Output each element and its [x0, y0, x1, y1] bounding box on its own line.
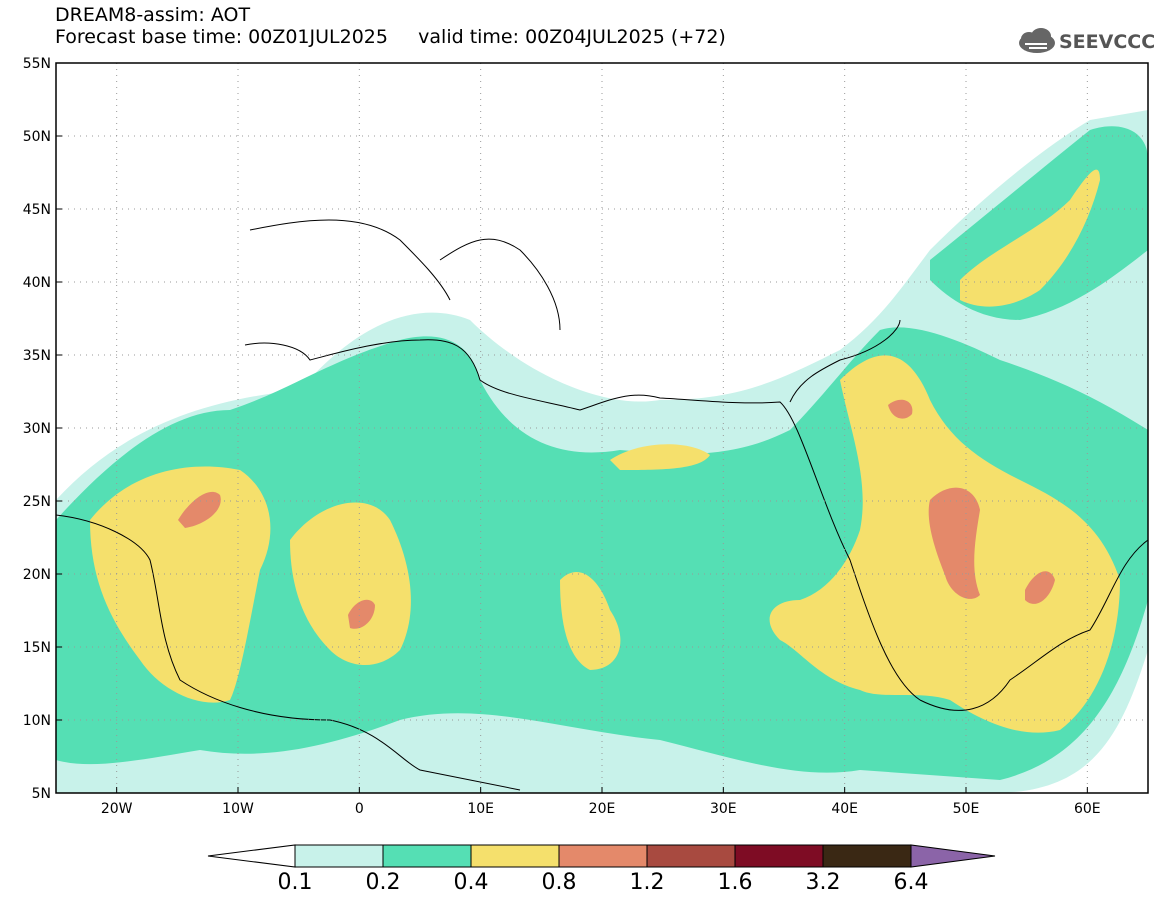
longitude-label: 20W — [101, 801, 133, 817]
colorbar-label: 1.2 — [630, 870, 665, 895]
latitude-label: 50N — [23, 129, 51, 145]
colorbar-label: 3.2 — [806, 870, 841, 895]
forecast-time-line: Forecast base time: 00Z01JUL2025 valid t… — [55, 26, 726, 48]
colorbar-label: 1.6 — [718, 870, 753, 895]
colorbar-swatch — [822, 844, 912, 868]
colorbar-label: 0.1 — [278, 870, 313, 895]
aot-region-high-caspian — [960, 169, 1100, 307]
colorbar-label: 0.4 — [454, 870, 489, 895]
latitude-label: 5N — [32, 786, 51, 802]
latitude-label: 30N — [23, 421, 51, 437]
latitude-labels: 55N 50N 45N 40N 35N 30N 25N 20N 15N 10N 5N — [23, 56, 62, 802]
map-title: DREAM8-assim: AOT — [55, 4, 251, 26]
colorbar-label: 0.2 — [366, 870, 401, 895]
colorbar-swatch — [382, 844, 472, 868]
colorbar-upper-triangle — [910, 844, 996, 868]
aot-region-very-high-mali — [348, 599, 375, 629]
longitude-label: 30E — [710, 801, 737, 817]
aot-region-high-chad — [560, 571, 621, 670]
aot-region-very-high-mauritania — [178, 491, 221, 528]
latitude-label: 20N — [23, 567, 51, 583]
colorbar-lower-triangle — [207, 844, 296, 868]
coastlines — [56, 219, 1148, 791]
longitude-label: 60E — [1074, 801, 1101, 817]
aot-region-very-high-oman — [1025, 571, 1055, 604]
colorbar-swatch — [558, 844, 648, 868]
colorbar-label: 0.8 — [542, 870, 577, 895]
aot-region-very-high-arabia — [928, 487, 980, 599]
latitude-label: 10N — [23, 713, 51, 729]
colorbar-swatch — [734, 844, 824, 868]
seevccc-logo-text: SEEVCCC — [1059, 31, 1155, 53]
longitude-label: 20E — [589, 801, 616, 817]
colorbar-swatch — [470, 844, 560, 868]
longitude-label: 40E — [831, 801, 858, 817]
latitude-label: 45N — [23, 202, 51, 218]
colorbar-label: 6.4 — [894, 870, 929, 895]
latitude-label: 15N — [23, 640, 51, 656]
longitude-label: 10E — [467, 801, 494, 817]
graticule — [56, 63, 1148, 793]
aot-region-high-west — [90, 466, 271, 703]
seevccc-logo: SEEVCCC — [1019, 28, 1155, 53]
aot-region-high-sahara — [290, 502, 411, 665]
latitude-label: 55N — [23, 56, 51, 72]
aot-region-high-libya — [610, 444, 710, 470]
latitude-label: 25N — [23, 494, 51, 510]
latitude-label: 35N — [23, 348, 51, 364]
longitude-labels: 20W 10W 0 10E 20E 30E 40E 50E 60E — [101, 787, 1101, 817]
longitude-label: 0 — [355, 801, 364, 817]
cloud-icon — [1019, 28, 1055, 53]
aot-region-very-high-iraq — [888, 399, 913, 419]
colorbar-swatch — [646, 844, 736, 868]
colorbar-swatch — [294, 844, 384, 868]
latitude-label: 40N — [23, 275, 51, 291]
longitude-label: 50E — [953, 801, 980, 817]
longitude-label: 10W — [222, 801, 254, 817]
